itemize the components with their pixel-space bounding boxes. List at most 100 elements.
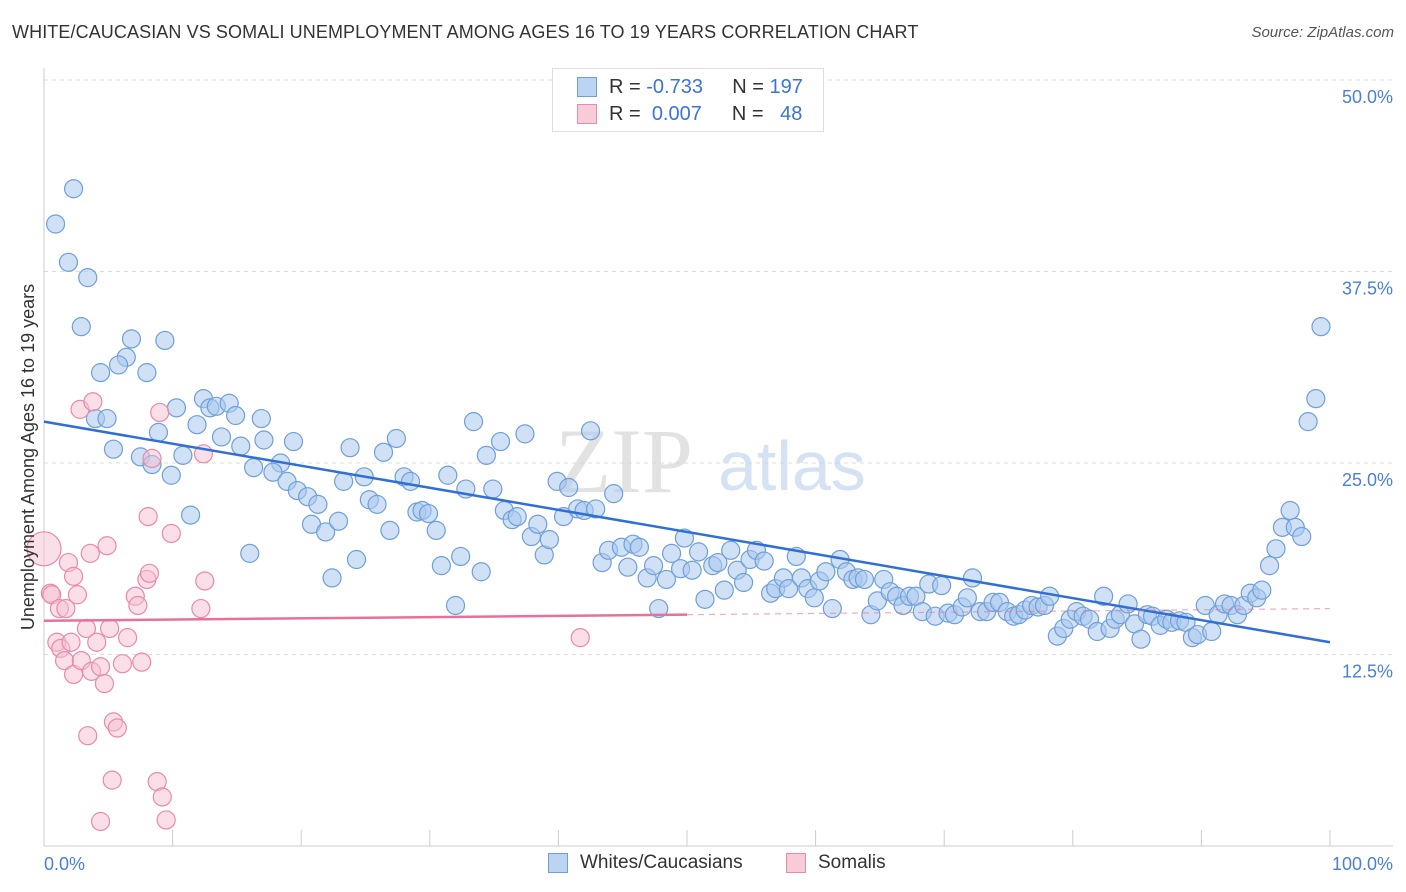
data-point-whites (643, 556, 664, 576)
data-point-somalis (138, 507, 158, 527)
data-point-whites (386, 428, 406, 449)
data-point-whites (63, 179, 84, 199)
data-point-whites (656, 569, 677, 590)
data-point-whites (754, 551, 774, 571)
legend-r-value: -0.733 (646, 75, 703, 98)
trend-line-somalis (43, 613, 688, 623)
data-point-whites (1298, 412, 1318, 432)
data-point-somalis (83, 392, 103, 412)
data-point-whites (240, 543, 260, 563)
data-point-whites (308, 494, 328, 514)
data-point-whites (148, 422, 169, 442)
data-point-whites (688, 542, 709, 562)
data-point-whites (733, 572, 754, 593)
data-point-whites (1094, 586, 1114, 606)
data-point-whites (418, 503, 439, 524)
data-point-whites (822, 598, 842, 619)
data-point-somalis (63, 566, 84, 586)
data-point-whites (714, 580, 734, 600)
data-point-somalis (107, 718, 127, 738)
data-point-whites (244, 457, 264, 478)
data-point-whites (426, 520, 446, 541)
data-point-whites (804, 588, 824, 608)
data-point-whites (674, 528, 695, 548)
data-point-whites (316, 522, 336, 542)
data-point-somalis (128, 595, 148, 616)
legend-r-value: 0.007 (651, 102, 702, 125)
data-point-somalis (80, 543, 100, 563)
data-point-somalis (87, 632, 107, 652)
y-tick-label: 37.5% (1342, 279, 1393, 299)
data-point-whites (854, 569, 875, 590)
legend: R = -0.733 N = 197 R = 0.007 N = 48 (552, 68, 824, 132)
data-point-somalis (161, 523, 181, 544)
data-point-somalis (156, 810, 176, 830)
data-point-somalis (132, 652, 152, 672)
data-point-whites (340, 438, 360, 458)
x-tick-label: 0.0% (44, 854, 85, 874)
data-point-whites (629, 537, 650, 557)
data-point-somalis (102, 770, 122, 790)
data-point-whites (708, 552, 728, 573)
axis-labels: 12.5% 25.0% 37.5% 50.0% 0.0% 100.0% (44, 87, 1393, 874)
legend-r-label: R = (609, 75, 641, 98)
data-point-whites (367, 494, 387, 514)
legend-n-value: 48 (780, 102, 803, 125)
data-point-somalis (90, 811, 111, 832)
data-point-whites (682, 560, 702, 580)
data-point-whites (283, 431, 304, 452)
data-point-whites (155, 330, 175, 351)
data-point-whites (721, 540, 741, 560)
data-point-somalis (26, 531, 62, 567)
data-point-whites (471, 562, 491, 582)
data-point-whites (328, 511, 349, 531)
data-point-whites (1259, 556, 1280, 576)
data-point-whites (695, 589, 715, 609)
points-layer (26, 179, 1331, 832)
legend-swatch-pink (786, 853, 806, 873)
bottom-legend-somalis: Somalis (786, 852, 886, 874)
data-point-somalis (90, 657, 111, 677)
data-point-whites (78, 268, 98, 288)
data-point-somalis (67, 585, 88, 605)
data-point-somalis (142, 448, 162, 469)
legend-n-label: N = (732, 75, 764, 98)
source-label: Source: ZipAtlas.com (1251, 24, 1394, 41)
data-point-whites (1311, 317, 1331, 337)
data-point-whites (263, 462, 283, 482)
data-point-somalis (61, 632, 81, 652)
data-point-whites (1202, 621, 1222, 642)
legend-n-value: 197 (769, 75, 803, 98)
legend-n-label: N = (731, 102, 764, 125)
y-axis-title: Unemployment Among Ages 16 to 19 years (18, 284, 38, 630)
legend-row-whites: R = -0.733 N = 197 (577, 75, 803, 99)
data-point-whites (476, 445, 496, 465)
data-point-whites (58, 252, 79, 272)
data-point-whites (438, 465, 458, 485)
data-point-whites (507, 507, 527, 527)
data-point-whites (618, 557, 638, 577)
data-point-somalis (150, 402, 170, 423)
data-point-somalis (117, 628, 138, 648)
data-point-somalis (99, 618, 120, 639)
data-point-somalis (195, 571, 215, 591)
data-point-whites (778, 579, 799, 599)
data-point-whites (211, 427, 232, 447)
trend-line-somalis-extension (686, 607, 1331, 616)
data-point-whites (173, 445, 193, 465)
data-point-somalis (191, 598, 211, 619)
data-point-whites (932, 575, 952, 596)
data-point-whites (1131, 629, 1151, 649)
data-point-whites (45, 214, 66, 234)
data-point-somalis (94, 674, 115, 694)
legend-swatch-blue (577, 77, 597, 97)
data-point-whites (539, 529, 559, 550)
legend-row-somalis: R = 0.007 N = 48 (577, 102, 802, 126)
trend-lines (43, 420, 1331, 644)
data-point-whites (962, 568, 983, 588)
data-point-whites (1266, 539, 1286, 559)
data-point-whites (121, 329, 142, 349)
data-point-whites (451, 546, 471, 567)
data-point-whites (137, 363, 157, 383)
